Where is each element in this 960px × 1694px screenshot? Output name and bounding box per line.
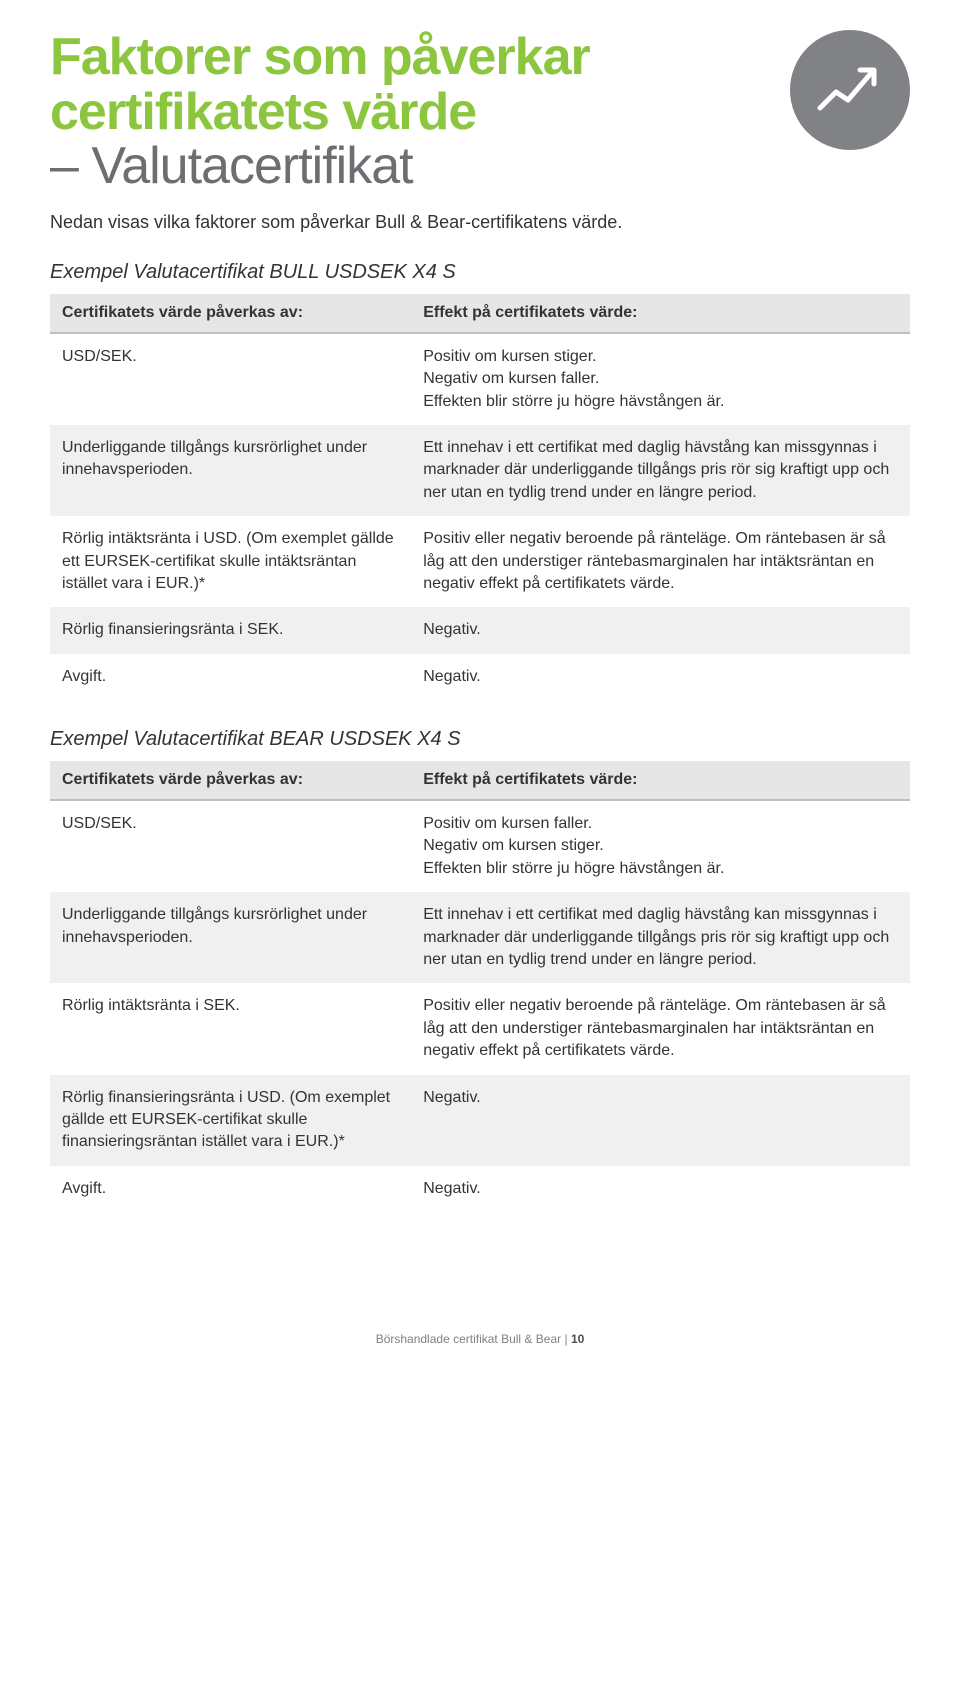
effect-cell: Ett innehav i ett certifikat med daglig … (411, 892, 910, 983)
table-row: Rörlig intäktsränta i SEK. Positiv eller… (50, 983, 910, 1074)
effect-cell: Positiv eller negativ beroende på räntel… (411, 983, 910, 1074)
factor-cell: Underliggande tillgångs kursrörlighet un… (50, 892, 411, 983)
table-row: Avgift. Negativ. (50, 654, 910, 700)
effect-cell: Negativ. (411, 654, 910, 700)
table-row: Underliggande tillgångs kursrörlighet un… (50, 892, 910, 983)
table-row: Rörlig finansieringsränta i USD. (Om exe… (50, 1075, 910, 1166)
factor-cell: Avgift. (50, 1166, 411, 1212)
bear-col1: Certifikatets värde påverkas av: (50, 761, 411, 800)
factor-cell: Rörlig intäktsränta i SEK. (50, 983, 411, 1074)
footer-text: Börshandlade certifikat Bull & Bear (376, 1332, 561, 1346)
title-line1: Faktorer som påverkar (50, 30, 590, 85)
effect-cell: Positiv eller negativ beroende på räntel… (411, 516, 910, 607)
title-line3: – Valutacertifikat (50, 139, 590, 194)
effect-cell: Positiv om kursen stiger.Negativ om kurs… (411, 333, 910, 425)
bull-table: Certifikatets värde påverkas av: Effekt … (50, 294, 910, 700)
page-subtitle: Nedan visas vilka faktorer som påverkar … (50, 212, 910, 233)
bear-table: Certifikatets värde påverkas av: Effekt … (50, 761, 910, 1212)
table-row: Rörlig finansieringsränta i SEK. Negativ… (50, 607, 910, 653)
effect-cell: Negativ. (411, 607, 910, 653)
table-row: Avgift. Negativ. (50, 1166, 910, 1212)
factor-cell: Rörlig finansieringsränta i SEK. (50, 607, 411, 653)
table-row: USD/SEK. Positiv om kursen faller.Negati… (50, 800, 910, 892)
factor-cell: Underliggande tillgångs kursrörlighet un… (50, 425, 411, 516)
effect-cell: Negativ. (411, 1075, 910, 1166)
page-footer: Börshandlade certifikat Bull & Bear | 10 (50, 1332, 910, 1346)
factor-cell: Rörlig intäktsränta i USD. (Om exemplet … (50, 516, 411, 607)
bull-col1: Certifikatets värde påverkas av: (50, 294, 411, 333)
page-header: Faktorer som påverkar certifikatets värd… (50, 30, 910, 194)
title-block: Faktorer som påverkar certifikatets värd… (50, 30, 590, 194)
title-line2: certifikatets värde (50, 85, 590, 140)
effect-cell: Positiv om kursen faller.Negativ om kurs… (411, 800, 910, 892)
bull-col2: Effekt på certifikatets värde: (411, 294, 910, 333)
footer-sep: | (564, 1332, 567, 1346)
effect-cell: Negativ. (411, 1166, 910, 1212)
factor-cell: Rörlig finansieringsränta i USD. (Om exe… (50, 1075, 411, 1166)
table-row: USD/SEK. Positiv om kursen stiger.Negati… (50, 333, 910, 425)
bear-example-title: Exempel Valutacertifikat BEAR USDSEK X4 … (50, 728, 910, 751)
footer-page: 10 (571, 1332, 584, 1346)
effect-cell: Ett innehav i ett certifikat med daglig … (411, 425, 910, 516)
trend-up-icon (790, 30, 910, 150)
factor-cell: USD/SEK. (50, 333, 411, 425)
factor-cell: USD/SEK. (50, 800, 411, 892)
bull-example-title: Exempel Valutacertifikat BULL USDSEK X4 … (50, 261, 910, 284)
table-row: Underliggande tillgångs kursrörlighet un… (50, 425, 910, 516)
factor-cell: Avgift. (50, 654, 411, 700)
table-row: Rörlig intäktsränta i USD. (Om exemplet … (50, 516, 910, 607)
bear-col2: Effekt på certifikatets värde: (411, 761, 910, 800)
